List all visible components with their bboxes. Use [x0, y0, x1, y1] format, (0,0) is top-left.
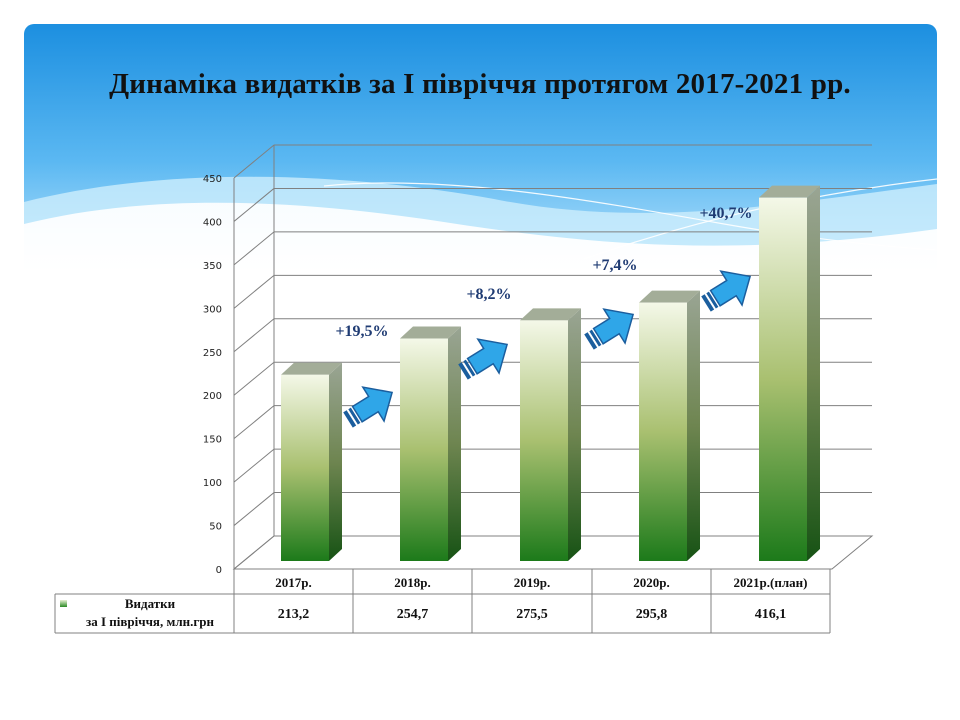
- arrow-body: [592, 308, 635, 345]
- y-tick-label: 250: [203, 348, 222, 359]
- bar: [759, 185, 820, 561]
- bar-top: [400, 326, 461, 339]
- y-tick-label: 350: [203, 261, 222, 272]
- growth-arrow-icon: [584, 308, 635, 350]
- arrow-stripe: [584, 332, 598, 350]
- data-label: 254,7: [397, 607, 429, 622]
- bar-side: [448, 326, 461, 561]
- y-tick-label: 100: [203, 478, 222, 489]
- x-tick-label: 2019р.: [514, 575, 550, 590]
- growth-label: +40,7%: [699, 205, 752, 222]
- growth-labels: +19,5% +8,2% +7,4% +40,7%: [335, 205, 752, 340]
- gridline-side: [233, 535, 275, 570]
- gridline-side: [233, 492, 275, 526]
- banner-background: [24, 24, 937, 274]
- growth-arrow-icon: [701, 270, 752, 312]
- gridline-side: [233, 144, 275, 179]
- gridline-side: [233, 274, 275, 309]
- growth-label: +8,2%: [466, 286, 511, 303]
- bar-side: [329, 362, 342, 561]
- x-tick-label: 2021р.(план): [734, 575, 808, 590]
- x-tick-label: 2020р.: [633, 575, 669, 590]
- growth-arrows: [343, 270, 752, 428]
- gridline-side: [233, 231, 275, 266]
- arrow-stripe: [458, 362, 472, 380]
- arrow-stripe: [706, 291, 719, 309]
- bar-series: [281, 185, 820, 561]
- gridline-side: [233, 361, 275, 396]
- bar: [281, 362, 342, 561]
- data-label: 416,1: [755, 607, 787, 622]
- bar-front: [759, 197, 807, 561]
- y-tick-label: 150: [203, 435, 222, 446]
- bar-top: [759, 185, 820, 198]
- gridline-side: [233, 405, 275, 440]
- y-tick-label: 400: [203, 217, 222, 228]
- legend-label: Видатки: [125, 596, 176, 611]
- gridline-side: [233, 188, 275, 222]
- arrow-body: [351, 386, 394, 423]
- title-banner: [24, 24, 937, 274]
- bar-front: [520, 320, 568, 561]
- bar-front: [281, 374, 329, 561]
- bar-side: [807, 185, 820, 561]
- y-tick-label: 0: [216, 565, 222, 576]
- y-tick-label: 200: [203, 391, 222, 402]
- x-tick-label: 2017р.: [275, 575, 311, 590]
- bar-front: [639, 302, 687, 561]
- bar: [520, 308, 581, 561]
- arrow-stripe: [589, 329, 602, 347]
- data-table: 2017р. 213,2 2018р. 254,7 2019р. 275,5 2020р. 2…: [54, 568, 831, 634]
- growth-arrow-icon: [458, 338, 509, 380]
- arrow-stripe: [701, 294, 715, 312]
- growth-label: +19,5%: [335, 323, 388, 340]
- bar-side: [568, 308, 581, 561]
- legend-label: за І півріччя, млн.грн: [86, 614, 214, 629]
- legend-swatch: [60, 600, 67, 607]
- bar-side: [687, 290, 700, 561]
- bar: [400, 326, 461, 561]
- growth-arrow-icon: [343, 386, 394, 428]
- y-tick-label: 450: [203, 174, 222, 185]
- data-label: 275,5: [516, 607, 548, 622]
- bar-top: [639, 290, 700, 303]
- arrow-body: [466, 338, 509, 375]
- arrow-stripe: [343, 410, 357, 428]
- growth-label: +7,4%: [592, 257, 637, 274]
- arrow-stripe: [348, 407, 361, 425]
- page-title: Динаміка видатків за І півріччя протягом…: [109, 68, 851, 100]
- y-tick-label: 300: [203, 304, 222, 315]
- data-label: 213,2: [278, 607, 310, 622]
- data-label: 295,8: [636, 607, 668, 622]
- gridline-side: [233, 318, 275, 353]
- bar-top: [281, 362, 342, 375]
- bar-top: [520, 308, 581, 321]
- y-axis: 0 50 100 150 200 250 300 350 400 450: [203, 174, 222, 576]
- arrow-body: [709, 270, 752, 307]
- arrow-stripe: [463, 359, 476, 377]
- y-tick-label: 50: [209, 522, 222, 533]
- x-tick-label: 2018р.: [394, 575, 430, 590]
- bar-front: [400, 338, 448, 561]
- gridline-side: [233, 448, 275, 483]
- bar: [639, 290, 700, 561]
